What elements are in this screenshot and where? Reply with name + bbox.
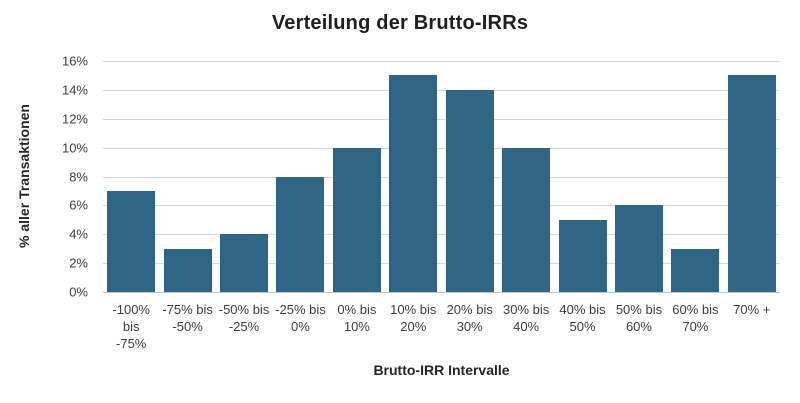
x-tick-label--50% bis -25%: -50% bis -25%	[218, 302, 270, 334]
y-axis-title: % aller Transaktionen	[16, 104, 32, 248]
x-tick-label--100% bis -75%: -100% bis -75%	[112, 302, 150, 351]
bar-10% bis 20%	[389, 75, 438, 292]
gridline-16pct	[103, 61, 780, 62]
x-tick-label--75% bis -50%: -75% bis -50%	[162, 302, 213, 334]
y-tick-label-0%: 0%	[69, 284, 88, 300]
x-tick-label--25% bis 0%: -25% bis 0%	[275, 302, 326, 334]
y-tick-label-10%: 10%	[61, 140, 88, 156]
y-tick-label-4%: 4%	[69, 226, 88, 242]
gridline-10pct	[103, 147, 780, 149]
gridline-6pct	[103, 205, 780, 207]
bar-0% bis 10%	[332, 147, 381, 292]
y-tick-label-2%: 2%	[69, 255, 88, 271]
x-tick-label-10% bis 20%: 10% bis 20%	[390, 302, 437, 334]
x-tick-label-40% bis 50%: 40% bis 50%	[559, 302, 606, 334]
x-axis-line	[103, 292, 780, 293]
bar-50% bis 60%	[614, 205, 663, 292]
bar-30% bis 40%	[502, 147, 551, 292]
bar--25% bis 0%	[276, 176, 325, 292]
bar--50% bis -25%	[220, 234, 269, 292]
x-axis-title: Brutto-IRR Intervalle	[373, 362, 510, 378]
gridline-4pct	[103, 234, 780, 236]
y-tick-label-8%: 8%	[69, 169, 88, 184]
x-tick-label-60% bis 70%: 60% bis 70%	[672, 302, 719, 334]
gridline-8pct	[103, 176, 780, 178]
bar-40% bis 50%	[558, 219, 607, 292]
x-tick-label-30% bis 40%: 30% bis 40%	[502, 302, 550, 334]
y-tick-label-12%: 12%	[61, 111, 88, 127]
bar--75% bis -50%	[163, 248, 212, 292]
gridline-2pct	[103, 263, 780, 265]
bar-20% bis 30%	[445, 89, 494, 292]
y-tick-label-6%: 6%	[69, 197, 88, 213]
x-tick-label-0% bis 10%: 0% bis 10%	[337, 302, 377, 334]
x-tick-label-70% +: 70% +	[733, 302, 771, 317]
y-tick-label-16%: 16%	[61, 53, 88, 69]
gridline-14pct	[103, 89, 780, 91]
chart-title: Verteilung der Brutto-IRRs	[271, 12, 529, 34]
bar-70% +	[727, 75, 776, 292]
x-tick-label-20% bis 30%: 20% bis 30%	[446, 302, 493, 334]
x-tick-label-50% bis 60%: 50% bis 60%	[615, 302, 663, 334]
bar--100% bis -75%	[107, 190, 156, 292]
y-tick-label-14%: 14%	[61, 82, 88, 98]
bar-60% bis 70%	[671, 248, 720, 292]
plot-area	[103, 61, 780, 293]
gridline-12pct	[103, 118, 780, 120]
